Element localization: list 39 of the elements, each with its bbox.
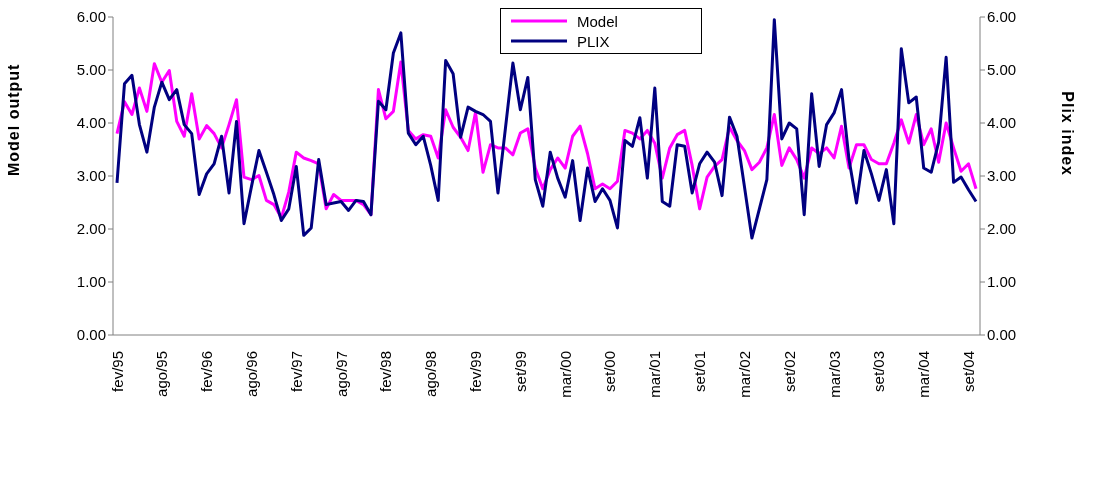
y2-tick-label: 6.00: [987, 8, 1017, 26]
x-tick-label: set/00: [601, 351, 619, 392]
y2-tick-label: 4.00: [987, 114, 1017, 132]
y-tick-label: 0.00: [76, 326, 106, 344]
x-tick-label: fev/98: [377, 351, 395, 392]
y-tick-label: 4.00: [76, 114, 106, 132]
y-tick-label: 3.00: [76, 167, 106, 185]
x-tick-label: ago/96: [242, 351, 260, 397]
y-tick-label: 2.00: [76, 220, 106, 238]
y-tick-label: 6.00: [76, 8, 106, 26]
x-tick-label: ago/97: [332, 351, 350, 397]
x-tick-label: ago/95: [153, 351, 171, 397]
y2-tick-label: 2.00: [987, 220, 1017, 238]
x-tick-label: fev/95: [108, 351, 126, 392]
x-tick-label: set/99: [511, 351, 529, 392]
x-tick-label: fev/99: [467, 351, 485, 392]
x-tick-label: mar/02: [735, 351, 753, 398]
legend-label: PLIX: [577, 32, 610, 50]
x-tick-label: mar/03: [825, 351, 843, 398]
y2-tick-label: 3.00: [987, 167, 1017, 185]
line-series: [115, 18, 978, 240]
x-tick-label: mar/04: [915, 351, 933, 398]
y-tick-label: 1.00: [76, 273, 106, 291]
y2-tick-label: 5.00: [987, 61, 1017, 79]
y-axis-title: Model output: [4, 63, 22, 176]
x-tick-label: set/02: [780, 351, 798, 392]
y2-tick-label: 0.00: [987, 326, 1017, 344]
x-tick-label: set/01: [691, 351, 709, 392]
x-tick-label: fev/97: [287, 351, 305, 392]
x-tick-label: set/03: [870, 351, 888, 392]
x-tick-label: fev/96: [198, 351, 216, 392]
y2-axis-title: Plix index: [1059, 91, 1077, 176]
x-tick-label: set/04: [960, 351, 978, 392]
legend-label: Model: [577, 12, 618, 30]
x-tick-label: mar/00: [556, 351, 574, 398]
x-tick-label: mar/01: [646, 351, 664, 398]
y2-tick-label: 1.00: [987, 273, 1017, 291]
y-tick-label: 5.00: [76, 61, 106, 79]
x-tick-label: ago/98: [422, 351, 440, 397]
